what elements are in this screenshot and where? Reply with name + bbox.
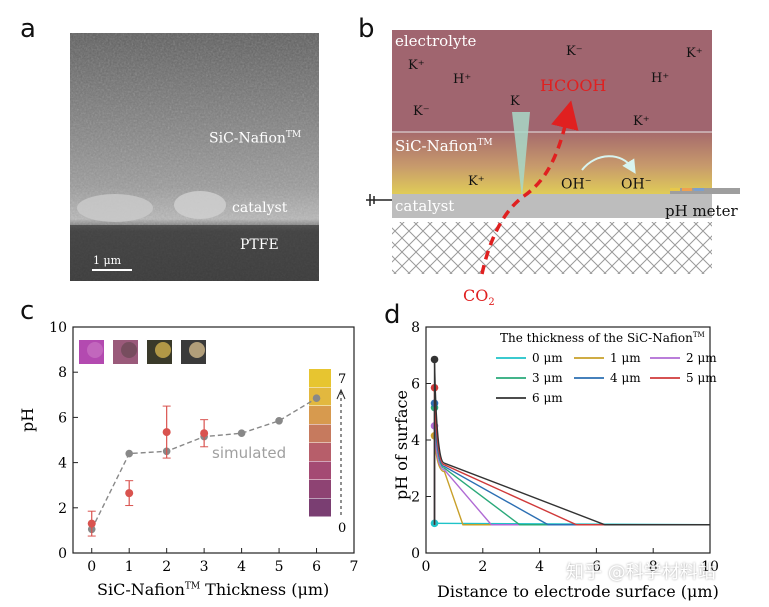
simulated-line: [91, 397, 317, 530]
label-hcooh: HCOOH: [540, 76, 607, 95]
series-line: [433, 435, 710, 526]
legend-label: 0 μm: [532, 351, 563, 365]
watermark: 知乎 @科学材料站: [566, 562, 716, 583]
x-tick-label: 2: [162, 559, 171, 575]
x-tick-label: 6: [592, 559, 601, 575]
ion-3: K⁻: [413, 104, 430, 119]
x-tick-label: 7: [350, 559, 359, 575]
sem-label-nafion: SiC-NafionTM: [209, 130, 302, 147]
y-tick-label: 2: [411, 490, 420, 506]
sem-image: [70, 33, 319, 281]
ion-8: H⁺: [651, 71, 670, 86]
chart-d-ylabel: pH of surface: [392, 390, 411, 500]
x-tick-label: 0: [87, 559, 96, 575]
y-tick-label: 0: [58, 546, 67, 562]
color-scale-cell: [309, 406, 331, 424]
y-tick-label: 2: [58, 501, 67, 517]
series-line: [433, 359, 710, 526]
ion-layer: K⁺: [468, 174, 485, 189]
color-scale-top: 7: [338, 372, 347, 387]
x-tick-label: 8: [649, 559, 658, 575]
sem-label-catalyst: catalyst: [232, 200, 288, 216]
label-ph-meter: pH meter: [665, 202, 738, 220]
color-scale-arrow-head: [336, 388, 346, 400]
legend-label: 3 μm: [532, 371, 563, 385]
legend-label: 2 μm: [686, 351, 717, 365]
x-tick-label: 10: [701, 559, 719, 575]
legend-label: 4 μm: [610, 371, 641, 385]
ion-2: H⁺: [453, 72, 472, 87]
chart-ph-vs-thickness: 0 1 2 3 4 5 6 7 0 2 4 6 8 10: [49, 320, 359, 575]
label-electrolyte: electrolyte: [395, 32, 477, 50]
legend-label: 6 μm: [532, 391, 563, 405]
ion-1: K⁺: [408, 58, 425, 73]
color-scale-cell: [309, 498, 331, 517]
y-tick-label: 4: [58, 456, 67, 472]
simulated-label: simulated: [212, 444, 287, 462]
chart-c-frame: [72, 326, 355, 554]
panel-label-b: b: [358, 14, 375, 44]
chart-d-legend-title: The thickness of the SiC-NafionTM: [500, 331, 705, 345]
color-scale-cell: [309, 369, 331, 387]
chart-d-frame: [425, 326, 711, 554]
simulated-point: [275, 416, 283, 425]
series-line: [433, 387, 710, 526]
chart-ph-of-surface: 0 2 4 6 8 10 0 2 4 6 8 0 μm 1 μm 2 μm 3 μm 4 μm 5 μm 6 μm: [411, 320, 719, 575]
x-tick-label: 5: [275, 559, 284, 575]
chart-c-ylabel: pH: [18, 407, 37, 432]
panel-label-c: c: [20, 296, 35, 326]
oh-1: OH−: [561, 176, 592, 193]
label-catalyst-layer: catalyst: [395, 197, 455, 215]
ion-6: K: [510, 94, 520, 109]
y-tick-label: 0: [411, 546, 420, 562]
x-tick-label: 4: [237, 559, 246, 575]
legend-label: 5 μm: [686, 371, 717, 385]
x-tick-label: 1: [125, 559, 134, 575]
y-tick-label: 6: [411, 377, 420, 393]
ion-5: K⁻: [566, 44, 583, 59]
oh-2: OH−: [621, 176, 652, 193]
simulated-point: [125, 449, 133, 458]
panel-label-d: d: [384, 300, 401, 330]
simulated-point: [237, 429, 246, 438]
sem-scale-bar-label: 1 μm: [93, 254, 122, 267]
experimental-point: [87, 519, 96, 528]
ion-4: K⁺: [686, 46, 703, 61]
y-tick-label: 6: [58, 410, 67, 426]
sample-swatch-spot: [87, 342, 103, 358]
sample-swatch-spot: [121, 342, 137, 358]
ion-7: K⁺: [633, 114, 650, 129]
color-scale-cell: [309, 461, 331, 480]
label-nafion-layer: SiC-NafionTM: [395, 137, 493, 155]
y-tick-label: 8: [58, 365, 67, 381]
x-tick-label: 2: [478, 559, 487, 575]
simulated-point: [312, 394, 321, 402]
color-scale-cell: [309, 480, 331, 498]
color-scale-cell: [309, 443, 331, 461]
experimental-point: [125, 489, 134, 498]
color-scale-cell: [309, 387, 331, 406]
panel-label-a: a: [20, 14, 36, 44]
chart-d-xlabel: Distance to electrode surface (μm): [437, 582, 719, 601]
sample-swatch-spot: [189, 342, 205, 358]
sem-label-ptfe: PTFE: [240, 237, 279, 253]
color-scale-bottom: 0: [338, 521, 347, 536]
x-tick-label: 6: [312, 559, 321, 575]
chart-c-xlabel: SiC-NafionTM Thickness (μm): [97, 580, 330, 599]
legend-label: 1 μm: [610, 351, 641, 365]
label-co2: CO2: [463, 286, 495, 309]
schematic-diagram: [366, 30, 740, 275]
y-tick-label: 4: [411, 433, 420, 449]
x-tick-label: 3: [200, 559, 209, 575]
x-tick-label: 0: [422, 559, 431, 575]
experimental-point: [162, 428, 171, 437]
color-scale-cell: [309, 424, 331, 443]
series-start-point: [430, 355, 439, 364]
experimental-point: [200, 429, 209, 438]
y-tick-label: 10: [49, 320, 67, 336]
x-tick-label: 4: [535, 559, 544, 575]
y-tick-label: 8: [411, 320, 420, 336]
sample-swatch-spot: [155, 342, 171, 358]
